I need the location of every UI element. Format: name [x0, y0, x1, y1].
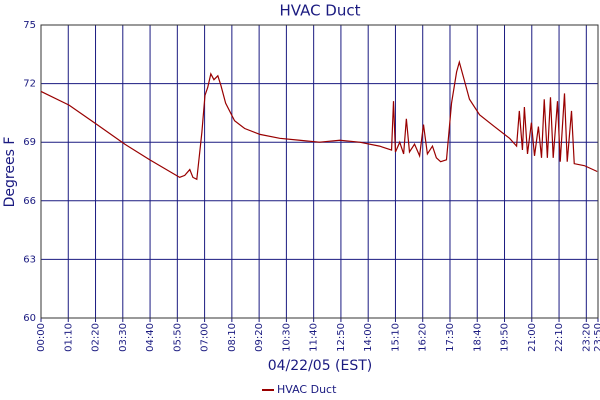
- x-tick-label: 02:20: [91, 323, 102, 352]
- x-axis-label: 04/22/05 (EST): [268, 358, 373, 374]
- y-tick-label: 60: [23, 313, 36, 324]
- x-tick-label: 16:20: [418, 323, 429, 352]
- x-tick-label: 21:00: [527, 323, 538, 352]
- x-tick-label: 07:00: [200, 323, 211, 352]
- x-tick-label: 01:10: [63, 323, 74, 352]
- x-tick-label: 22:10: [554, 323, 565, 352]
- x-tick-label: 14:00: [363, 323, 374, 352]
- y-tick-label: 69: [23, 137, 36, 148]
- x-tick-label: 05:50: [172, 323, 183, 352]
- y-axis-label: Degrees F: [2, 137, 18, 208]
- x-tick-label: 00:00: [36, 323, 47, 352]
- x-tick-label: 15:10: [390, 323, 401, 352]
- x-tick-label: 12:50: [336, 323, 347, 352]
- x-tick-label: 23:20: [581, 323, 592, 352]
- y-tick-label: 75: [23, 20, 36, 31]
- x-tick-label: 10:30: [281, 323, 292, 352]
- plot-border: [40, 24, 599, 319]
- x-tick-label: 19:50: [500, 323, 511, 352]
- x-tick-label: 04:40: [145, 323, 156, 352]
- y-tick-label: 63: [23, 254, 36, 265]
- y-tick-label: 72: [23, 79, 36, 90]
- x-tick-label: 08:10: [227, 323, 238, 352]
- x-tick-label: 11:40: [309, 323, 320, 352]
- x-tick-label: 23:50: [593, 323, 600, 352]
- x-tick-label: 18:40: [472, 323, 483, 352]
- legend-label: HVAC Duct: [277, 383, 337, 396]
- x-tick-label: 03:30: [118, 323, 129, 352]
- x-tick-label: 17:30: [445, 323, 456, 352]
- y-tick-label: 66: [23, 196, 36, 207]
- chart-title: HVAC Duct: [279, 2, 360, 20]
- x-tick-label: 09:20: [254, 323, 265, 352]
- data-line: [40, 59, 598, 181]
